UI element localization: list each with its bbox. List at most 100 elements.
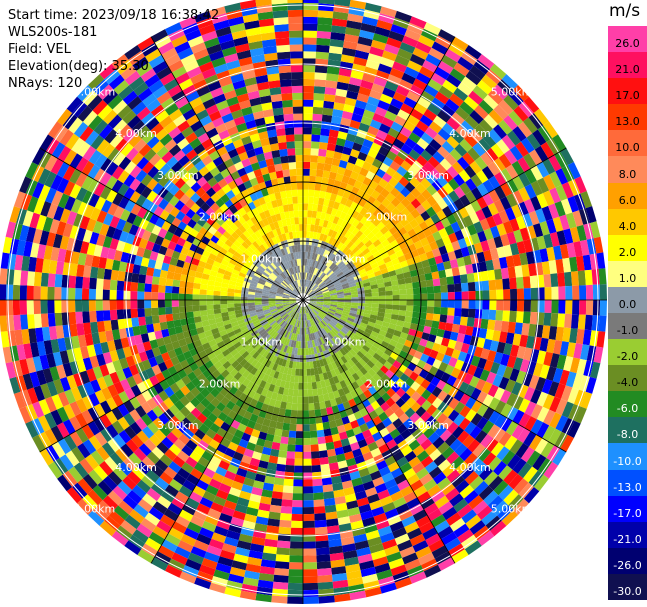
velocity-gate — [387, 484, 401, 496]
velocity-gate — [303, 85, 315, 93]
velocity-gate — [411, 317, 419, 325]
velocity-gate — [165, 306, 173, 315]
velocity-gate — [330, 301, 338, 304]
velocity-gate — [500, 320, 510, 333]
velocity-gate — [337, 460, 348, 469]
velocity-gate — [403, 418, 414, 429]
velocity-gate — [505, 164, 519, 180]
velocity-gate — [303, 189, 309, 197]
velocity-gate — [467, 439, 481, 453]
velocity-gate — [530, 196, 542, 211]
velocity-gate — [309, 295, 317, 299]
velocity-gate — [350, 235, 359, 244]
velocity-gate — [367, 223, 377, 232]
velocity-gate — [372, 266, 381, 273]
velocity-gate — [476, 170, 489, 184]
velocity-gate — [308, 409, 316, 418]
velocity-gate — [481, 205, 493, 219]
velocity-gate — [518, 172, 531, 188]
velocity-gate — [553, 340, 563, 355]
velocity-gate — [220, 295, 228, 300]
velocity-gate — [311, 451, 320, 459]
velocity-gate — [303, 230, 307, 238]
velocity-gate — [307, 251, 311, 260]
velocity-gate — [378, 263, 387, 271]
velocity-gate — [534, 438, 549, 455]
velocity-gate — [331, 18, 348, 27]
velocity-gate — [370, 189, 381, 200]
velocity-gate — [328, 52, 342, 62]
velocity-gate — [341, 228, 349, 237]
velocity-gate — [482, 290, 490, 300]
velocity-gate — [340, 314, 349, 320]
velocity-gate — [482, 179, 495, 193]
velocity-gate — [482, 133, 497, 148]
velocity-gate — [585, 206, 597, 224]
velocity-gate — [387, 127, 400, 139]
velocity-gate — [378, 287, 386, 293]
velocity-gate — [347, 435, 358, 445]
velocity-gate — [13, 314, 22, 331]
velocity-gate — [573, 241, 583, 257]
velocity-gate — [371, 39, 387, 51]
velocity-gate — [317, 10, 334, 19]
velocity-gate — [457, 529, 474, 544]
velocity-gate — [351, 302, 359, 306]
velocity-gate — [451, 323, 460, 333]
velocity-gate — [311, 318, 316, 326]
velocity-gate — [307, 289, 313, 296]
velocity-gate — [434, 335, 444, 345]
velocity-gate — [130, 291, 138, 300]
velocity-gate — [514, 322, 523, 335]
velocity-gate — [340, 394, 348, 404]
velocity-gate — [481, 166, 495, 180]
velocity-gate — [425, 173, 437, 185]
velocity-gate — [500, 389, 512, 404]
velocity-gate — [467, 344, 477, 356]
velocity-gate — [415, 515, 431, 528]
velocity-gate — [325, 356, 332, 365]
velocity-gate — [291, 403, 298, 411]
velocity-gate — [306, 231, 311, 239]
velocity-gate — [406, 294, 414, 300]
velocity-gate — [303, 576, 318, 584]
velocity-gate — [441, 482, 456, 496]
velocity-gate — [378, 411, 389, 422]
velocity-gate — [408, 439, 421, 451]
velocity-gate — [305, 287, 310, 294]
velocity-gate — [400, 382, 411, 393]
velocity-gate — [323, 326, 330, 334]
velocity-gate — [487, 89, 504, 105]
velocity-gate — [483, 359, 494, 372]
velocity-gate — [390, 98, 404, 110]
velocity-gate — [309, 293, 316, 298]
velocity-gate — [418, 552, 435, 566]
velocity-gate — [308, 304, 314, 310]
velocity-gate — [346, 383, 355, 393]
velocity-gate — [543, 174, 556, 191]
velocity-gate — [322, 305, 330, 309]
velocity-gate — [320, 380, 327, 388]
velocity-gate — [330, 300, 338, 302]
velocity-gate — [323, 302, 331, 305]
velocity-gate — [319, 321, 325, 328]
velocity-gate — [383, 317, 391, 324]
velocity-gate — [391, 284, 400, 291]
velocity-gate — [324, 378, 331, 387]
velocity-gate — [347, 464, 359, 474]
velocity-gate — [308, 182, 316, 191]
velocity-gate — [331, 186, 340, 195]
velocity-gate — [438, 321, 447, 331]
velocity-gate — [290, 527, 303, 535]
velocity-gate — [332, 317, 339, 323]
velocity-gate — [287, 596, 303, 604]
velocity-gate — [503, 366, 514, 380]
velocity-gate — [281, 499, 293, 507]
velocity-gate — [307, 312, 311, 320]
velocity-gate — [548, 381, 560, 397]
velocity-gate — [577, 270, 586, 286]
velocity-gate — [328, 309, 336, 315]
velocity-gate — [312, 106, 324, 115]
velocity-gate — [358, 122, 370, 133]
velocity-gate — [347, 13, 364, 23]
